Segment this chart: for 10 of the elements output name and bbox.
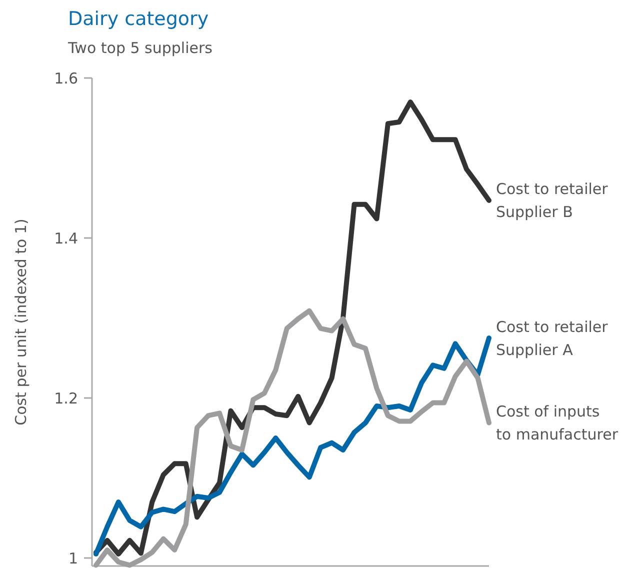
chart-subtitle: Two top 5 suppliers [67, 39, 213, 57]
series-label: Cost of inputs to manufacturer [496, 402, 619, 444]
y-tick-label: 1.4 [54, 229, 78, 248]
series-label: Cost to retailer Supplier A [496, 318, 609, 359]
y-tick-label: 1 [68, 549, 78, 568]
y-tick-label: 1.2 [54, 389, 78, 408]
y-axis-title: Cost per unit (indexed to 1) [12, 218, 30, 426]
chart-title: Dairy category [68, 8, 209, 30]
series-label: Cost to retailer Supplier B [496, 180, 609, 222]
y-tick-label: 1.6 [54, 69, 78, 88]
